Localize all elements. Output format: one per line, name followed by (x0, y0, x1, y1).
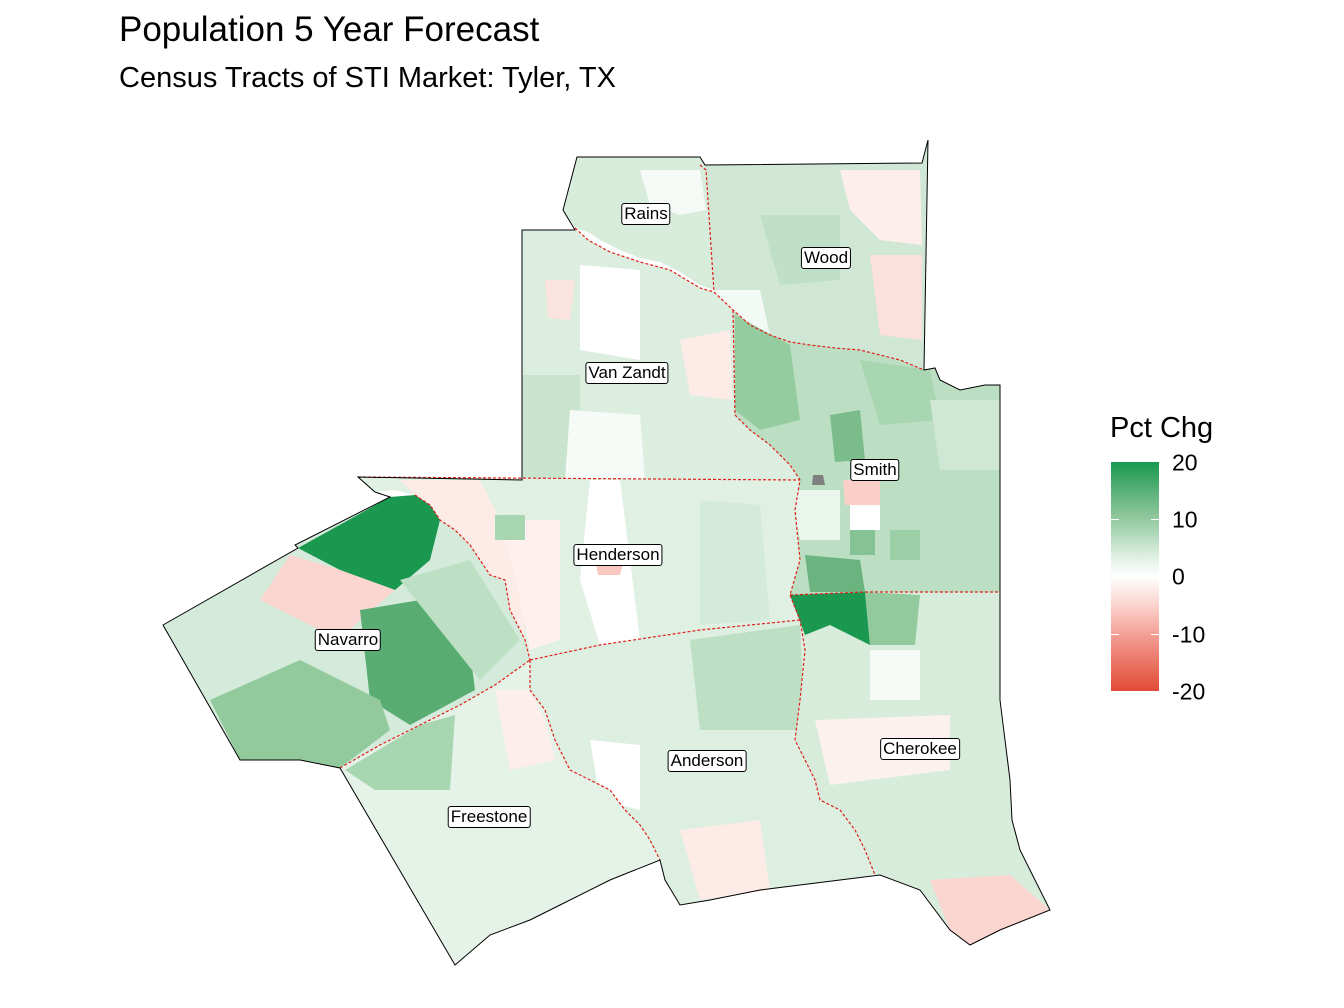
county-label-wood: Wood (800, 247, 852, 269)
boundary-henderson-north (357, 476, 801, 481)
tract-wood-se (870, 255, 922, 340)
tract-smith-green1 (850, 530, 875, 555)
legend-tick (1111, 634, 1119, 635)
tract-henderson-pink (500, 520, 560, 650)
boundary-vz-smith (732, 309, 876, 876)
legend-label-10: 10 (1172, 506, 1198, 533)
tract-cherokee-white (870, 650, 920, 700)
tract-smith-ne (860, 360, 940, 425)
tract-anderson-pink (680, 820, 770, 900)
legend-tick (1151, 577, 1159, 578)
legend-label-neg10: -10 (1172, 621, 1206, 648)
tract-smith-green2 (890, 530, 920, 560)
legend-tick (1111, 577, 1119, 578)
tract-navarro-darkgreen (298, 495, 440, 590)
tract-smith-urban-white (850, 505, 880, 530)
legend-title: Pct Chg (1110, 412, 1214, 444)
tract-anderson-green (690, 625, 805, 730)
tract-freestone-pink (495, 690, 555, 770)
county-label-rains: Rains (621, 203, 671, 225)
county-label-navarro: Navarro (314, 629, 382, 651)
tract-henderson-pink-w (400, 480, 525, 640)
market-outline (162, 139, 1051, 966)
tract-navarro-sw (210, 660, 390, 768)
tract-vz-pink (545, 280, 575, 320)
county-label-anderson: Anderson (667, 750, 747, 772)
tract-cherokee-se (930, 875, 1050, 945)
chart-title: Population 5 Year Forecast (119, 10, 540, 49)
tract-freestone-green (345, 715, 455, 790)
tract-smith-e (930, 400, 1000, 470)
county-label-van-zandt: Van Zandt (585, 362, 669, 384)
boundary-navarro-henderson (414, 494, 531, 661)
tract-vz-s (565, 410, 645, 480)
tract-vz-sw (522, 375, 580, 480)
boundary-smith-cherokee (789, 591, 1000, 596)
county-label-cherokee: Cherokee (880, 738, 960, 760)
county-label-smith: Smith (850, 459, 900, 481)
tract-vz-pink2 (680, 330, 732, 400)
boundary-rains-wood (699, 164, 715, 293)
county-label-henderson: Henderson (573, 544, 663, 566)
tract-navarro-mid (400, 560, 520, 680)
tract-cherokee-darkgreen (790, 592, 870, 645)
legend-label-0: 0 (1172, 563, 1185, 590)
tract-smith-dark (735, 315, 800, 430)
boundary-henderson-anderson (529, 619, 801, 661)
tract-wood-ne (840, 170, 922, 245)
tract-vz-white (580, 265, 640, 360)
tract-cherokee-green (865, 592, 920, 645)
tract-smith-white (790, 490, 840, 540)
tract-smith-gray (812, 475, 825, 485)
tract-smith-center (830, 410, 865, 462)
legend-colorbar (1111, 462, 1159, 691)
legend-label-20: 20 (1172, 449, 1198, 476)
tract-wood-sw (714, 290, 770, 335)
tract-smith-urban-pink (843, 480, 880, 505)
tract-henderson-green (495, 515, 525, 540)
legend-tick (1151, 519, 1159, 520)
legend-label-neg20: -20 (1172, 678, 1206, 705)
legend-tick (1111, 519, 1119, 520)
boundary-freestone-anderson (529, 660, 661, 861)
tract-smith-south (805, 555, 865, 592)
chart-subtitle: Census Tracts of STI Market: Tyler, TX (119, 62, 616, 94)
tract-henderson-e (700, 500, 770, 625)
county-label-freestone: Freestone (447, 806, 531, 828)
legend-tick (1151, 634, 1159, 635)
